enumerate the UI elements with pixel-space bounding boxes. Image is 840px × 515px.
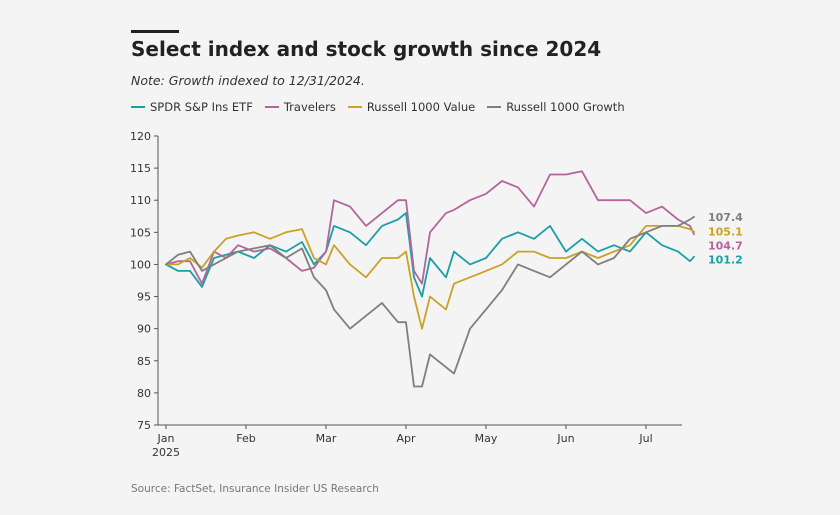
y-tick-label: 110 <box>130 194 151 207</box>
series-line <box>165 215 695 388</box>
y-tick-label: 115 <box>130 162 151 175</box>
legend-item: Travelers <box>264 100 336 114</box>
y-tick-label: 95 <box>137 291 151 304</box>
legend-item: Russell 1000 Value <box>347 100 476 114</box>
legend-swatch <box>347 106 362 108</box>
x-tick-label: Jan <box>157 432 175 445</box>
source-note: Source: FactSet, Insurance Insider US Re… <box>131 483 379 495</box>
chart-title: Select index and stock growth since 2024 <box>131 37 602 61</box>
x-tick-sublabel: 2025 <box>152 446 180 459</box>
series-end-label: 104.7 <box>708 240 743 253</box>
y-tick-label: 80 <box>137 387 151 400</box>
series-end-label: 105.1 <box>708 226 743 239</box>
series-line <box>165 170 695 285</box>
y-tick-label: 105 <box>130 226 151 239</box>
x-tick-label: Mar <box>316 432 337 445</box>
legend-label: Russell 1000 Value <box>366 100 476 114</box>
legend-label: Travelers <box>283 100 336 114</box>
title-accent-bar <box>131 30 179 33</box>
x-tick-label: Jun <box>556 432 574 445</box>
legend-item: Russell 1000 Growth <box>487 100 625 114</box>
legend-swatch <box>131 106 145 108</box>
y-tick-label: 100 <box>130 258 151 271</box>
y-tick-label: 120 <box>130 130 151 143</box>
y-tick-label: 75 <box>137 419 151 432</box>
series-line <box>165 224 695 330</box>
y-tick-label: 85 <box>137 355 151 368</box>
legend-swatch <box>264 106 279 108</box>
x-tick-label: Jul <box>638 432 652 445</box>
chart-subtitle: Note: Growth indexed to 12/31/2024. <box>131 73 365 88</box>
legend-swatch <box>487 106 502 108</box>
y-tick-label: 90 <box>137 323 151 336</box>
legend-label: Russell 1000 Growth <box>506 100 625 114</box>
x-tick-label: Apr <box>396 432 416 445</box>
series-end-label: 107.4 <box>708 211 743 224</box>
x-tick-label: Feb <box>236 432 255 445</box>
legend: SPDR S&P Ins ETF Travelers Russell 1000 … <box>131 100 625 114</box>
x-tick-label: May <box>475 432 498 445</box>
legend-label: SPDR S&P Ins ETF <box>150 100 253 114</box>
legend-item: SPDR S&P Ins ETF <box>131 100 253 114</box>
series-line <box>165 212 695 298</box>
series-end-label: 101.2 <box>708 254 743 267</box>
